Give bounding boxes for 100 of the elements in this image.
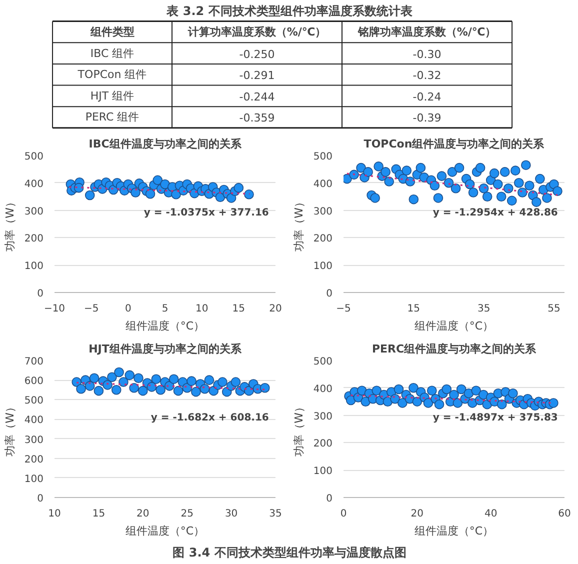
y-tick-label: 400 — [313, 384, 333, 395]
point — [416, 162, 426, 173]
point — [535, 174, 545, 184]
y-tick-label: 500 — [313, 356, 333, 368]
point — [496, 399, 507, 410]
text: 图 3.4 不同技术类型组件功率与温度散点图 — [172, 546, 406, 560]
point — [450, 183, 461, 194]
y-axis-title: 功率（W） — [292, 402, 306, 456]
y-tick-label: 300 — [24, 434, 44, 446]
point — [464, 388, 474, 398]
text: -0.291 — [239, 69, 275, 82]
chart-title: IBC组件温度与功率之间的关系 — [88, 138, 242, 150]
x-tick-label: −5 — [336, 304, 351, 314]
point — [168, 374, 179, 384]
x-tick-label: 35 — [269, 508, 282, 520]
point — [427, 386, 437, 396]
point — [442, 384, 452, 394]
y-tick-label: 600 — [24, 376, 44, 388]
point — [471, 386, 481, 396]
point — [496, 192, 506, 202]
point — [129, 383, 139, 393]
point — [173, 386, 184, 396]
x-tick-label: 0 — [124, 304, 132, 314]
point — [405, 176, 416, 186]
x-tick-label: 60 — [558, 508, 571, 520]
point — [508, 388, 518, 398]
point — [244, 190, 254, 200]
y-tick-label: 200 — [313, 234, 333, 245]
y-axis-title: 功率（W） — [3, 196, 16, 252]
point — [134, 373, 144, 384]
point — [114, 367, 124, 378]
x-tick-label: 55 — [548, 304, 560, 314]
point — [374, 162, 384, 172]
point — [394, 384, 404, 394]
point — [521, 160, 531, 170]
y-tick-label: 400 — [24, 415, 44, 426]
point — [118, 377, 128, 387]
point — [524, 180, 534, 191]
x-tick-label: 15 — [232, 304, 246, 314]
point — [372, 386, 382, 396]
text: -0.359 — [239, 112, 275, 125]
point — [84, 190, 95, 200]
x-axis-title: 组件温度（°C） — [125, 320, 205, 332]
point — [349, 170, 359, 180]
annotation: y = -1.0375x + 377.16 — [144, 208, 269, 219]
y-tick-label: 200 — [24, 454, 44, 466]
point — [408, 383, 418, 393]
chart-title: TOPCon组件温度与功率之间的关系 — [364, 138, 546, 150]
point — [433, 193, 444, 203]
point — [124, 370, 135, 380]
y-tick-label: 700 — [24, 356, 44, 368]
text: 表 3.2 不同技术类型组件功率温度系数统计表 — [166, 4, 414, 18]
x-tick-label: 10 — [48, 508, 61, 520]
text: TOPCon 组件 — [76, 68, 147, 82]
y-tick-label: 300 — [313, 206, 333, 218]
point — [492, 179, 503, 190]
point — [475, 162, 486, 173]
point — [152, 175, 163, 186]
text: -0.32 — [412, 69, 442, 82]
point — [452, 398, 463, 408]
point — [151, 374, 162, 384]
point — [408, 194, 419, 204]
point — [230, 377, 241, 387]
point — [384, 176, 394, 186]
point — [514, 178, 524, 188]
text: IBC 组件 — [90, 46, 134, 60]
point — [510, 166, 520, 176]
y-tick-label: 500 — [24, 396, 44, 407]
x-tick-label: 10 — [195, 304, 208, 314]
y-tick-label: 100 — [313, 466, 333, 478]
point — [436, 171, 447, 181]
point — [454, 162, 464, 173]
point — [130, 188, 140, 198]
x-tick-label: 30 — [224, 508, 238, 520]
y-tick-label: 0 — [326, 494, 333, 504]
y-tick-label: 100 — [313, 261, 333, 272]
point — [444, 178, 454, 188]
point — [518, 188, 528, 198]
point — [430, 180, 440, 191]
point — [89, 373, 100, 384]
point — [482, 192, 492, 202]
y-tick-label: 0 — [37, 288, 44, 300]
y-axis-title: 功率（W） — [292, 196, 306, 252]
point — [506, 196, 517, 206]
y-tick-label: 400 — [313, 178, 333, 190]
y-tick-label: 200 — [313, 438, 333, 450]
point — [102, 380, 112, 390]
point — [363, 167, 373, 177]
point — [234, 182, 244, 193]
x-axis-title: 组件温度（°C） — [414, 524, 494, 538]
text: -0.30 — [412, 48, 442, 61]
category-label: 组件类型 — [89, 25, 134, 38]
point — [489, 168, 500, 178]
y-tick-label: 0 — [37, 494, 44, 504]
point — [468, 188, 478, 198]
point — [503, 183, 514, 194]
y-tick-label: 100 — [24, 474, 44, 485]
annotation: y = -1.2954x + 428.86 — [432, 208, 558, 219]
point — [218, 377, 228, 387]
text: HJT 组件 — [90, 89, 134, 102]
